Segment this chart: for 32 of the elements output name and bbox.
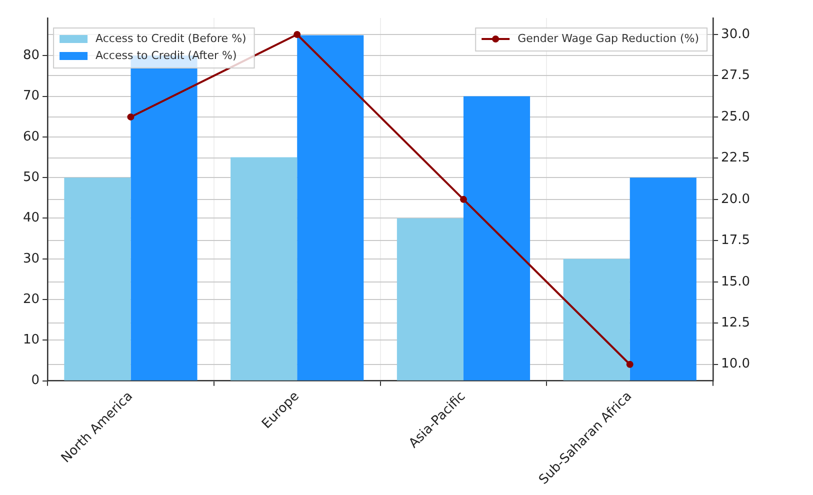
y2-tick-label: 12.5 bbox=[721, 316, 750, 330]
bar bbox=[463, 96, 530, 380]
y-tick-label: 60 bbox=[22, 129, 40, 144]
y2-tick-label: 17.5 bbox=[721, 233, 750, 248]
bar bbox=[297, 35, 364, 380]
bar bbox=[563, 258, 630, 380]
point bbox=[294, 30, 301, 38]
y2-tick-label: 25.0 bbox=[721, 109, 750, 124]
y-tick-label: 40 bbox=[22, 210, 40, 226]
legend-label: Access to Credit (Before %) bbox=[96, 32, 246, 45]
point bbox=[626, 360, 634, 368]
y-tick-label: 50 bbox=[22, 170, 40, 185]
y-tick-label: 0 bbox=[31, 373, 40, 388]
bar bbox=[230, 157, 298, 380]
y2-tick-label: 20.0 bbox=[721, 192, 750, 207]
bar bbox=[396, 218, 464, 380]
point bbox=[460, 196, 467, 203]
bar bbox=[64, 178, 131, 380]
legend-label: Gender Wage Gap Reduction (%) bbox=[518, 32, 700, 45]
point bbox=[127, 113, 134, 120]
y-tick-label: 20 bbox=[22, 292, 40, 307]
y2-tick-label: 15.0 bbox=[721, 274, 750, 290]
y2-tick-label: 22.5 bbox=[721, 150, 750, 166]
y2-tick-label: 30.0 bbox=[721, 26, 750, 42]
y2-tick-label: 27.5 bbox=[721, 68, 750, 84]
y-tick-label: 80 bbox=[22, 48, 40, 63]
y-tick-label: 10 bbox=[22, 332, 40, 348]
y2-tick-label: 10.0 bbox=[721, 356, 750, 372]
bar bbox=[630, 178, 696, 380]
y-tick-label: 70 bbox=[22, 88, 40, 104]
legend-label: Access to Credit (After %) bbox=[96, 48, 237, 62]
y-tick-label: 30 bbox=[22, 251, 40, 266]
